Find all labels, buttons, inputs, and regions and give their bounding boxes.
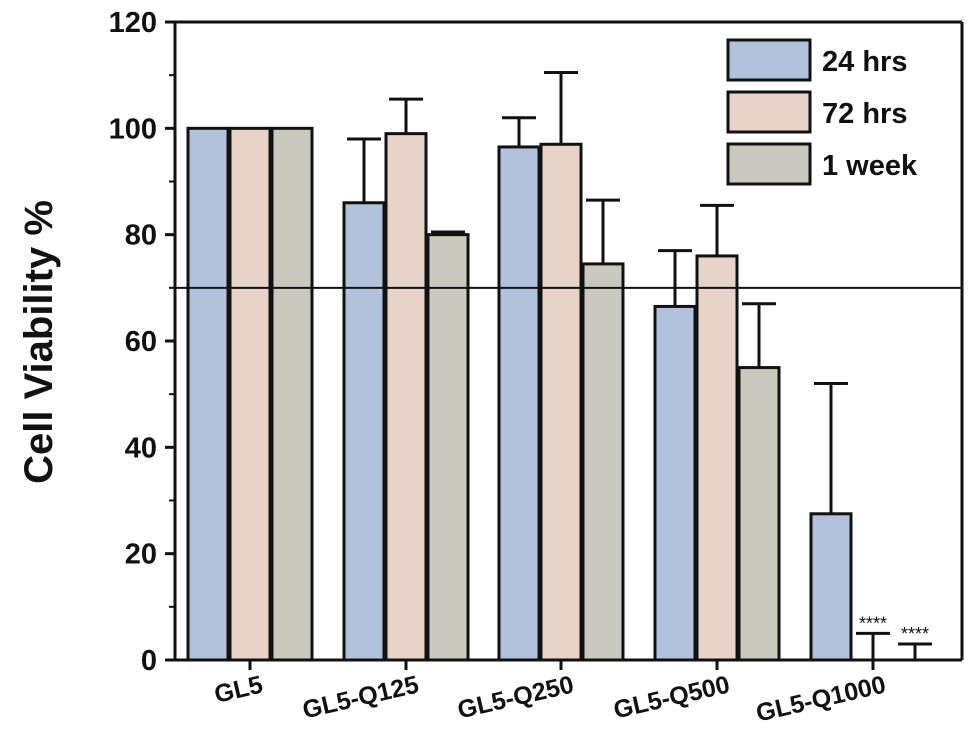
x-tick-label: GL5-Q125 — [300, 671, 421, 725]
y-tick-label: 40 — [125, 432, 157, 464]
x-tick-label: GL5-Q250 — [455, 671, 576, 725]
significance-label: **** — [859, 613, 887, 633]
legend-label: 24 hrs — [822, 46, 907, 78]
bar — [653, 304, 697, 662]
y-tick-label: 120 — [109, 7, 157, 39]
bar — [270, 126, 314, 662]
bar — [384, 132, 428, 662]
bar — [228, 126, 272, 662]
bar — [342, 201, 386, 662]
bar — [737, 366, 781, 662]
legend-swatch — [726, 38, 812, 82]
legend-label: 72 hrs — [822, 98, 907, 130]
y-tick-label: 60 — [125, 326, 157, 358]
x-tick-label: GL5 — [212, 671, 266, 709]
y-tick-label: 100 — [109, 113, 157, 145]
bar — [581, 262, 625, 662]
legend-swatch — [726, 142, 812, 186]
y-tick-label: 0 — [141, 645, 157, 677]
x-tick-label: GL5-Q500 — [611, 671, 732, 725]
bar — [539, 142, 583, 662]
bar — [186, 126, 230, 662]
bar — [809, 512, 853, 662]
x-tick-label: GL5-Q1000 — [753, 671, 888, 728]
significance-label: **** — [901, 624, 929, 644]
y-tick-label: 20 — [125, 539, 157, 571]
bar — [695, 254, 739, 662]
plot-area: **** **** 0 20 40 60 80 100 120 GL5 GL5-Q125 GL5-Q2… — [109, 7, 964, 728]
y-tick-label: 80 — [125, 220, 157, 252]
bar — [497, 145, 541, 662]
bar — [426, 233, 470, 662]
legend-label: 1 week — [822, 150, 918, 182]
y-axis-title: Cell Viability % — [17, 200, 61, 484]
legend-swatch — [726, 90, 812, 134]
